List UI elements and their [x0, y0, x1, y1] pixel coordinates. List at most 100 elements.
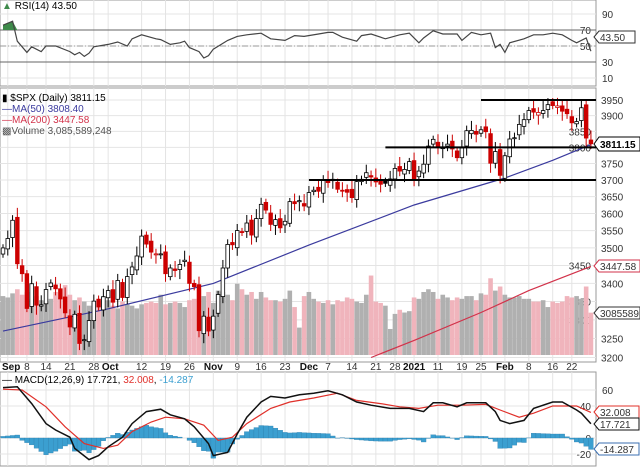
volume-bar	[454, 297, 460, 355]
macd-histogram-bar	[354, 437, 360, 440]
volume-bar	[191, 298, 197, 355]
candle-body	[383, 180, 388, 184]
volume-bar	[320, 302, 326, 355]
candle-body	[110, 289, 116, 303]
candle-body	[196, 284, 202, 332]
macd-histogram-bar	[177, 436, 183, 439]
macd-histogram-bar	[497, 437, 503, 449]
macd-histogram-bar	[411, 437, 417, 440]
macd-histogram-bar	[253, 427, 259, 439]
macd-histogram-bar	[373, 437, 379, 442]
volume-bar	[569, 297, 575, 355]
macd-histogram-bar	[349, 437, 355, 440]
candle-body	[335, 181, 340, 190]
volume-bar	[277, 301, 283, 355]
candle-body	[354, 181, 359, 200]
macd-histogram-bar	[368, 437, 374, 442]
macd-histogram-bar	[406, 437, 412, 439]
macd-histogram-bar	[306, 432, 312, 439]
date-tick-label: 11	[433, 362, 444, 373]
volume-bar	[225, 294, 230, 355]
candle-body	[77, 312, 82, 344]
macd-histogram-bar	[167, 435, 173, 439]
macd-histogram-bar	[287, 432, 293, 439]
macd-histogram-bar	[277, 430, 283, 439]
candle-body	[158, 253, 163, 256]
macd-histogram-bar	[315, 433, 322, 439]
volume-bar	[287, 290, 293, 355]
price-tick-label: 3450	[569, 262, 592, 273]
volume-bar	[249, 291, 254, 355]
volume-bar	[268, 300, 273, 355]
candle-body	[378, 180, 383, 185]
macd-histogram-bar	[115, 433, 121, 439]
date-tick-label: 7	[325, 362, 331, 373]
macd-histogram-bar	[363, 437, 369, 441]
macd-label: MACD(12,26,9)	[14, 375, 85, 386]
rsi-tag: 43.50	[593, 30, 636, 44]
macd-histogram-bar	[0, 436, 6, 439]
volume-bar	[105, 300, 111, 355]
candle-body	[67, 315, 73, 328]
ma200-value: 3447.58	[53, 115, 90, 126]
macd-histogram-bar	[258, 425, 264, 439]
candle-body	[311, 189, 316, 193]
macd-histogram-bar	[311, 433, 317, 439]
candle-body	[187, 261, 192, 284]
date-tick-label: 28	[88, 362, 100, 373]
candle-body	[258, 203, 264, 219]
volume-bar	[411, 297, 417, 355]
macd-histogram-bar	[554, 433, 561, 439]
candle-body	[478, 129, 484, 134]
candle-body	[0, 247, 6, 255]
volume-bar	[172, 301, 178, 355]
volume-bar	[435, 298, 441, 355]
macd-tick-label: 40	[580, 402, 592, 413]
ma50-line	[2, 144, 592, 332]
macd-histogram-bar	[483, 436, 489, 439]
volume-bar	[426, 289, 431, 355]
volume-bars-icon: ▩	[2, 126, 12, 137]
volume-bar	[48, 298, 54, 355]
volume-bar	[282, 298, 288, 355]
volume-bar	[239, 289, 245, 355]
candle-body	[220, 267, 226, 297]
ma200-line	[370, 265, 592, 359]
price-tick-label: 3700	[601, 176, 624, 187]
candle-body	[526, 110, 531, 121]
volume-bar	[325, 300, 331, 355]
date-tick-label: Feb	[496, 362, 514, 373]
volume-bar	[416, 298, 422, 355]
volume-bar	[488, 278, 493, 355]
date-tick-label: Nov	[204, 362, 223, 373]
macd-histogram-bar	[378, 437, 384, 442]
macd-tick-label: -20	[577, 450, 592, 461]
macd-histogram-bar	[569, 437, 575, 440]
candle-body	[579, 107, 584, 121]
candle-body	[15, 216, 20, 265]
candle-body	[464, 130, 469, 147]
candle-body	[450, 140, 455, 150]
volume-bar	[450, 300, 455, 355]
volume-bar	[354, 301, 360, 355]
candle-body	[273, 219, 278, 226]
macd-histogram-bar	[502, 437, 508, 449]
volume-bar	[526, 298, 532, 355]
macd-histogram-bar	[272, 427, 279, 439]
candle-body	[536, 112, 541, 116]
price-tick-label: 3950	[601, 96, 624, 107]
candle-body	[201, 315, 206, 335]
date-tick-label: 19	[160, 362, 172, 373]
volume-bar	[254, 298, 259, 355]
volume-bar	[234, 283, 240, 355]
macd-histogram-bar	[468, 435, 474, 439]
date-tick-label: 19	[456, 362, 468, 373]
volume-bar	[397, 309, 403, 355]
volume-bar	[421, 291, 426, 355]
macd-histogram-bar	[153, 427, 159, 439]
candle-body	[574, 121, 579, 125]
macd-histogram-bar	[387, 437, 393, 442]
ma200-tag-text: 3447.58	[600, 262, 637, 273]
price-tick-label: 3550	[601, 227, 624, 238]
candle-body	[182, 259, 187, 262]
